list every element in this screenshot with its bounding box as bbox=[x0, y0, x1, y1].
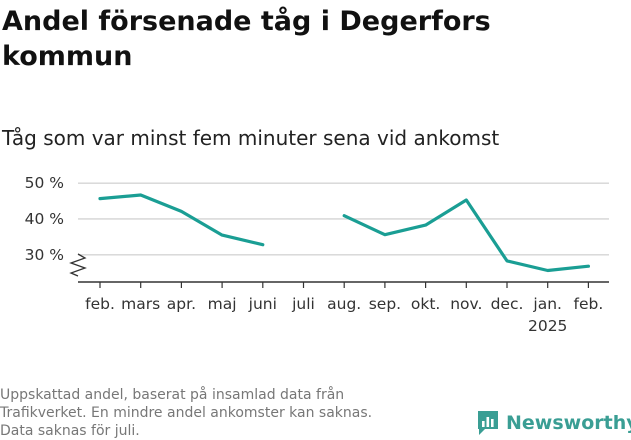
data-point bbox=[465, 198, 468, 202]
x-tick-label: sep. bbox=[369, 295, 401, 313]
footnote-line: Uppskattad andel, baserat på insamlad da… bbox=[0, 387, 345, 403]
y-tick-label: 30 % bbox=[25, 246, 64, 264]
data-point bbox=[98, 197, 102, 200]
data-point bbox=[343, 214, 346, 217]
line-chart: 30 % 40 % 50 % feb. mars apr. maj juni juli aug.… bbox=[25, 174, 609, 335]
data-point bbox=[505, 259, 509, 263]
footnote-line: Trafikverket. En mindre andel ankomster … bbox=[0, 405, 373, 421]
chart-title: Andel försenade tåg i Degerfors kommun bbox=[2, 6, 491, 72]
chart-subtitle: Tåg som var minst fem minuter sena vid a… bbox=[2, 126, 500, 150]
data-point bbox=[546, 269, 549, 272]
x-year-label: 2025 bbox=[528, 317, 567, 335]
data-point bbox=[587, 265, 590, 268]
x-tick-label: mars bbox=[121, 295, 160, 313]
brand-logo: Newsworthy bbox=[476, 408, 631, 438]
y-axis-ticks: 30 % 40 % 50 % bbox=[25, 174, 87, 277]
x-tick-label: feb. bbox=[85, 295, 115, 313]
x-tick-label: juli bbox=[291, 295, 315, 313]
series-line-segment bbox=[98, 193, 265, 247]
series-lines bbox=[98, 193, 591, 273]
series-line-segment bbox=[342, 198, 591, 273]
data-point bbox=[261, 243, 264, 246]
x-tick-label: aug. bbox=[327, 295, 361, 313]
brand-name: Newsworthy bbox=[506, 412, 631, 434]
x-tick-label: dec. bbox=[491, 295, 524, 313]
y-tick-label: 40 % bbox=[25, 210, 64, 228]
footnote-line: Data saknas för juli. bbox=[0, 423, 140, 439]
footnote: Uppskattad andel, baserat på insamlad da… bbox=[0, 386, 460, 440]
x-tick-label: okt. bbox=[411, 295, 440, 313]
x-tick-label: juni bbox=[248, 295, 277, 313]
data-point bbox=[139, 193, 142, 197]
x-tick-label: jan. bbox=[532, 295, 562, 313]
axis-break-icon bbox=[69, 253, 87, 277]
data-point bbox=[220, 233, 224, 237]
x-tick-label: nov. bbox=[450, 295, 482, 313]
gridlines bbox=[78, 182, 609, 256]
x-tick-label: maj bbox=[208, 295, 237, 313]
x-axis: feb. mars apr. maj juni juli aug. sep. okt. nov. d… bbox=[78, 281, 609, 335]
x-tick-label: apr. bbox=[167, 295, 196, 313]
x-tick-label: feb. bbox=[574, 295, 604, 313]
y-tick-label: 50 % bbox=[25, 174, 64, 192]
data-point bbox=[424, 223, 427, 227]
data-point bbox=[180, 210, 183, 213]
newsworthy-logo-icon bbox=[478, 411, 498, 435]
data-point bbox=[383, 233, 387, 236]
